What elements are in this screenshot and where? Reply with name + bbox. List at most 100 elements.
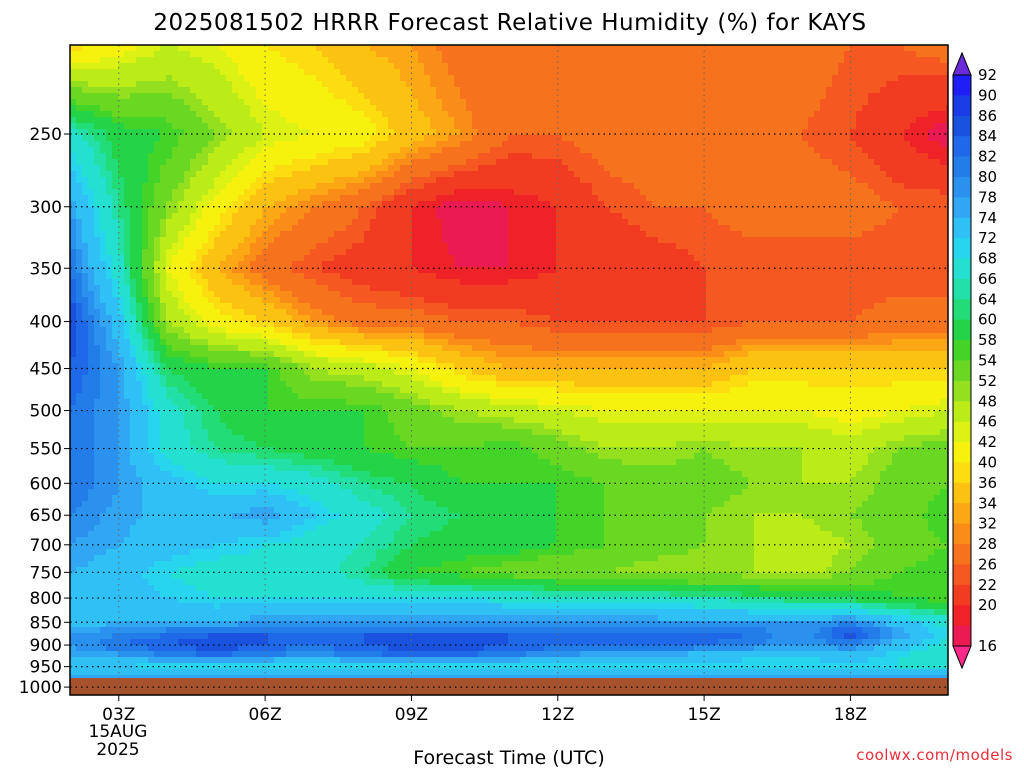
humidity-cell	[844, 183, 851, 190]
humidity-cell	[790, 189, 797, 196]
humidity-cell	[826, 171, 833, 178]
humidity-cell	[712, 189, 719, 196]
humidity-cell	[826, 75, 833, 82]
humidity-cell	[406, 213, 413, 220]
humidity-cell	[478, 237, 485, 244]
plot-area	[70, 45, 948, 695]
humidity-cell	[430, 69, 437, 76]
humidity-cell	[334, 105, 341, 112]
humidity-cell	[292, 57, 299, 64]
humidity-cell	[112, 225, 119, 232]
humidity-cell	[922, 117, 929, 124]
humidity-cell	[328, 111, 335, 118]
humidity-cell	[658, 135, 665, 142]
humidity-cell	[490, 129, 497, 136]
humidity-cell	[214, 213, 221, 220]
humidity-cell	[574, 171, 581, 178]
humidity-cell	[82, 213, 89, 220]
humidity-cell	[94, 99, 101, 106]
humidity-cell	[736, 117, 743, 124]
humidity-cell	[88, 111, 95, 118]
humidity-cell	[718, 75, 725, 82]
humidity-cell	[394, 189, 401, 196]
humidity-cell	[826, 123, 833, 130]
humidity-cell	[784, 117, 791, 124]
humidity-cell	[142, 147, 149, 154]
humidity-cell	[118, 99, 125, 106]
humidity-cell	[136, 213, 143, 220]
humidity-cell	[124, 63, 131, 70]
humidity-cell	[568, 87, 575, 94]
humidity-cell	[382, 237, 389, 244]
humidity-cell	[226, 207, 233, 214]
humidity-cell	[868, 129, 875, 136]
humidity-cell	[664, 171, 671, 178]
humidity-cell	[268, 177, 275, 184]
humidity-cell	[616, 159, 623, 166]
humidity-cell	[904, 69, 911, 76]
humidity-cell	[922, 51, 929, 58]
humidity-cell	[430, 87, 437, 94]
humidity-cell	[148, 165, 155, 172]
humidity-cell	[724, 243, 731, 250]
humidity-cell	[694, 177, 701, 184]
humidity-cell	[364, 237, 371, 244]
humidity-cell	[934, 141, 941, 148]
humidity-cell	[184, 183, 191, 190]
humidity-cell	[412, 63, 419, 70]
humidity-cell	[70, 177, 77, 184]
humidity-cell	[622, 243, 629, 250]
humidity-cell	[616, 63, 623, 70]
humidity-cell	[172, 81, 179, 88]
humidity-cell	[454, 99, 461, 106]
humidity-cell	[760, 195, 767, 202]
humidity-cell	[472, 141, 479, 148]
humidity-cell	[772, 105, 779, 112]
humidity-cell	[556, 165, 563, 172]
humidity-cell	[544, 99, 551, 106]
humidity-cell	[574, 87, 581, 94]
humidity-cell	[490, 57, 497, 64]
humidity-cell	[652, 195, 659, 202]
humidity-cell	[166, 201, 173, 208]
humidity-cell	[316, 123, 323, 130]
humidity-cell	[292, 63, 299, 70]
humidity-cell	[688, 195, 695, 202]
humidity-cell	[142, 57, 149, 64]
humidity-cell	[178, 105, 185, 112]
humidity-cell	[820, 69, 827, 76]
humidity-cell	[154, 171, 161, 178]
humidity-cell	[70, 141, 77, 148]
humidity-cell	[490, 207, 497, 214]
humidity-cell	[796, 105, 803, 112]
humidity-cell	[232, 45, 239, 52]
humidity-cell	[292, 159, 299, 166]
humidity-cell	[712, 201, 719, 208]
humidity-cell	[892, 171, 899, 178]
humidity-cell	[628, 189, 635, 196]
humidity-cell	[88, 141, 95, 148]
humidity-cell	[664, 99, 671, 106]
humidity-cell	[112, 231, 119, 238]
humidity-cell	[826, 153, 833, 160]
humidity-cell	[772, 207, 779, 214]
humidity-cell	[826, 201, 833, 208]
humidity-cell	[910, 165, 917, 172]
humidity-cell	[88, 171, 95, 178]
humidity-cell	[136, 243, 143, 250]
humidity-cell	[442, 135, 449, 142]
humidity-cell	[322, 45, 329, 52]
humidity-cell	[946, 165, 948, 172]
humidity-cell	[790, 135, 797, 142]
humidity-cell	[544, 75, 551, 82]
humidity-cell	[658, 117, 665, 124]
humidity-cell	[610, 57, 617, 64]
humidity-cell	[610, 195, 617, 202]
humidity-cell	[568, 123, 575, 130]
humidity-cell	[886, 105, 893, 112]
humidity-cell	[208, 105, 215, 112]
humidity-cell	[400, 237, 407, 244]
humidity-cell	[634, 213, 641, 220]
humidity-cell	[364, 147, 371, 154]
humidity-cell	[778, 153, 785, 160]
